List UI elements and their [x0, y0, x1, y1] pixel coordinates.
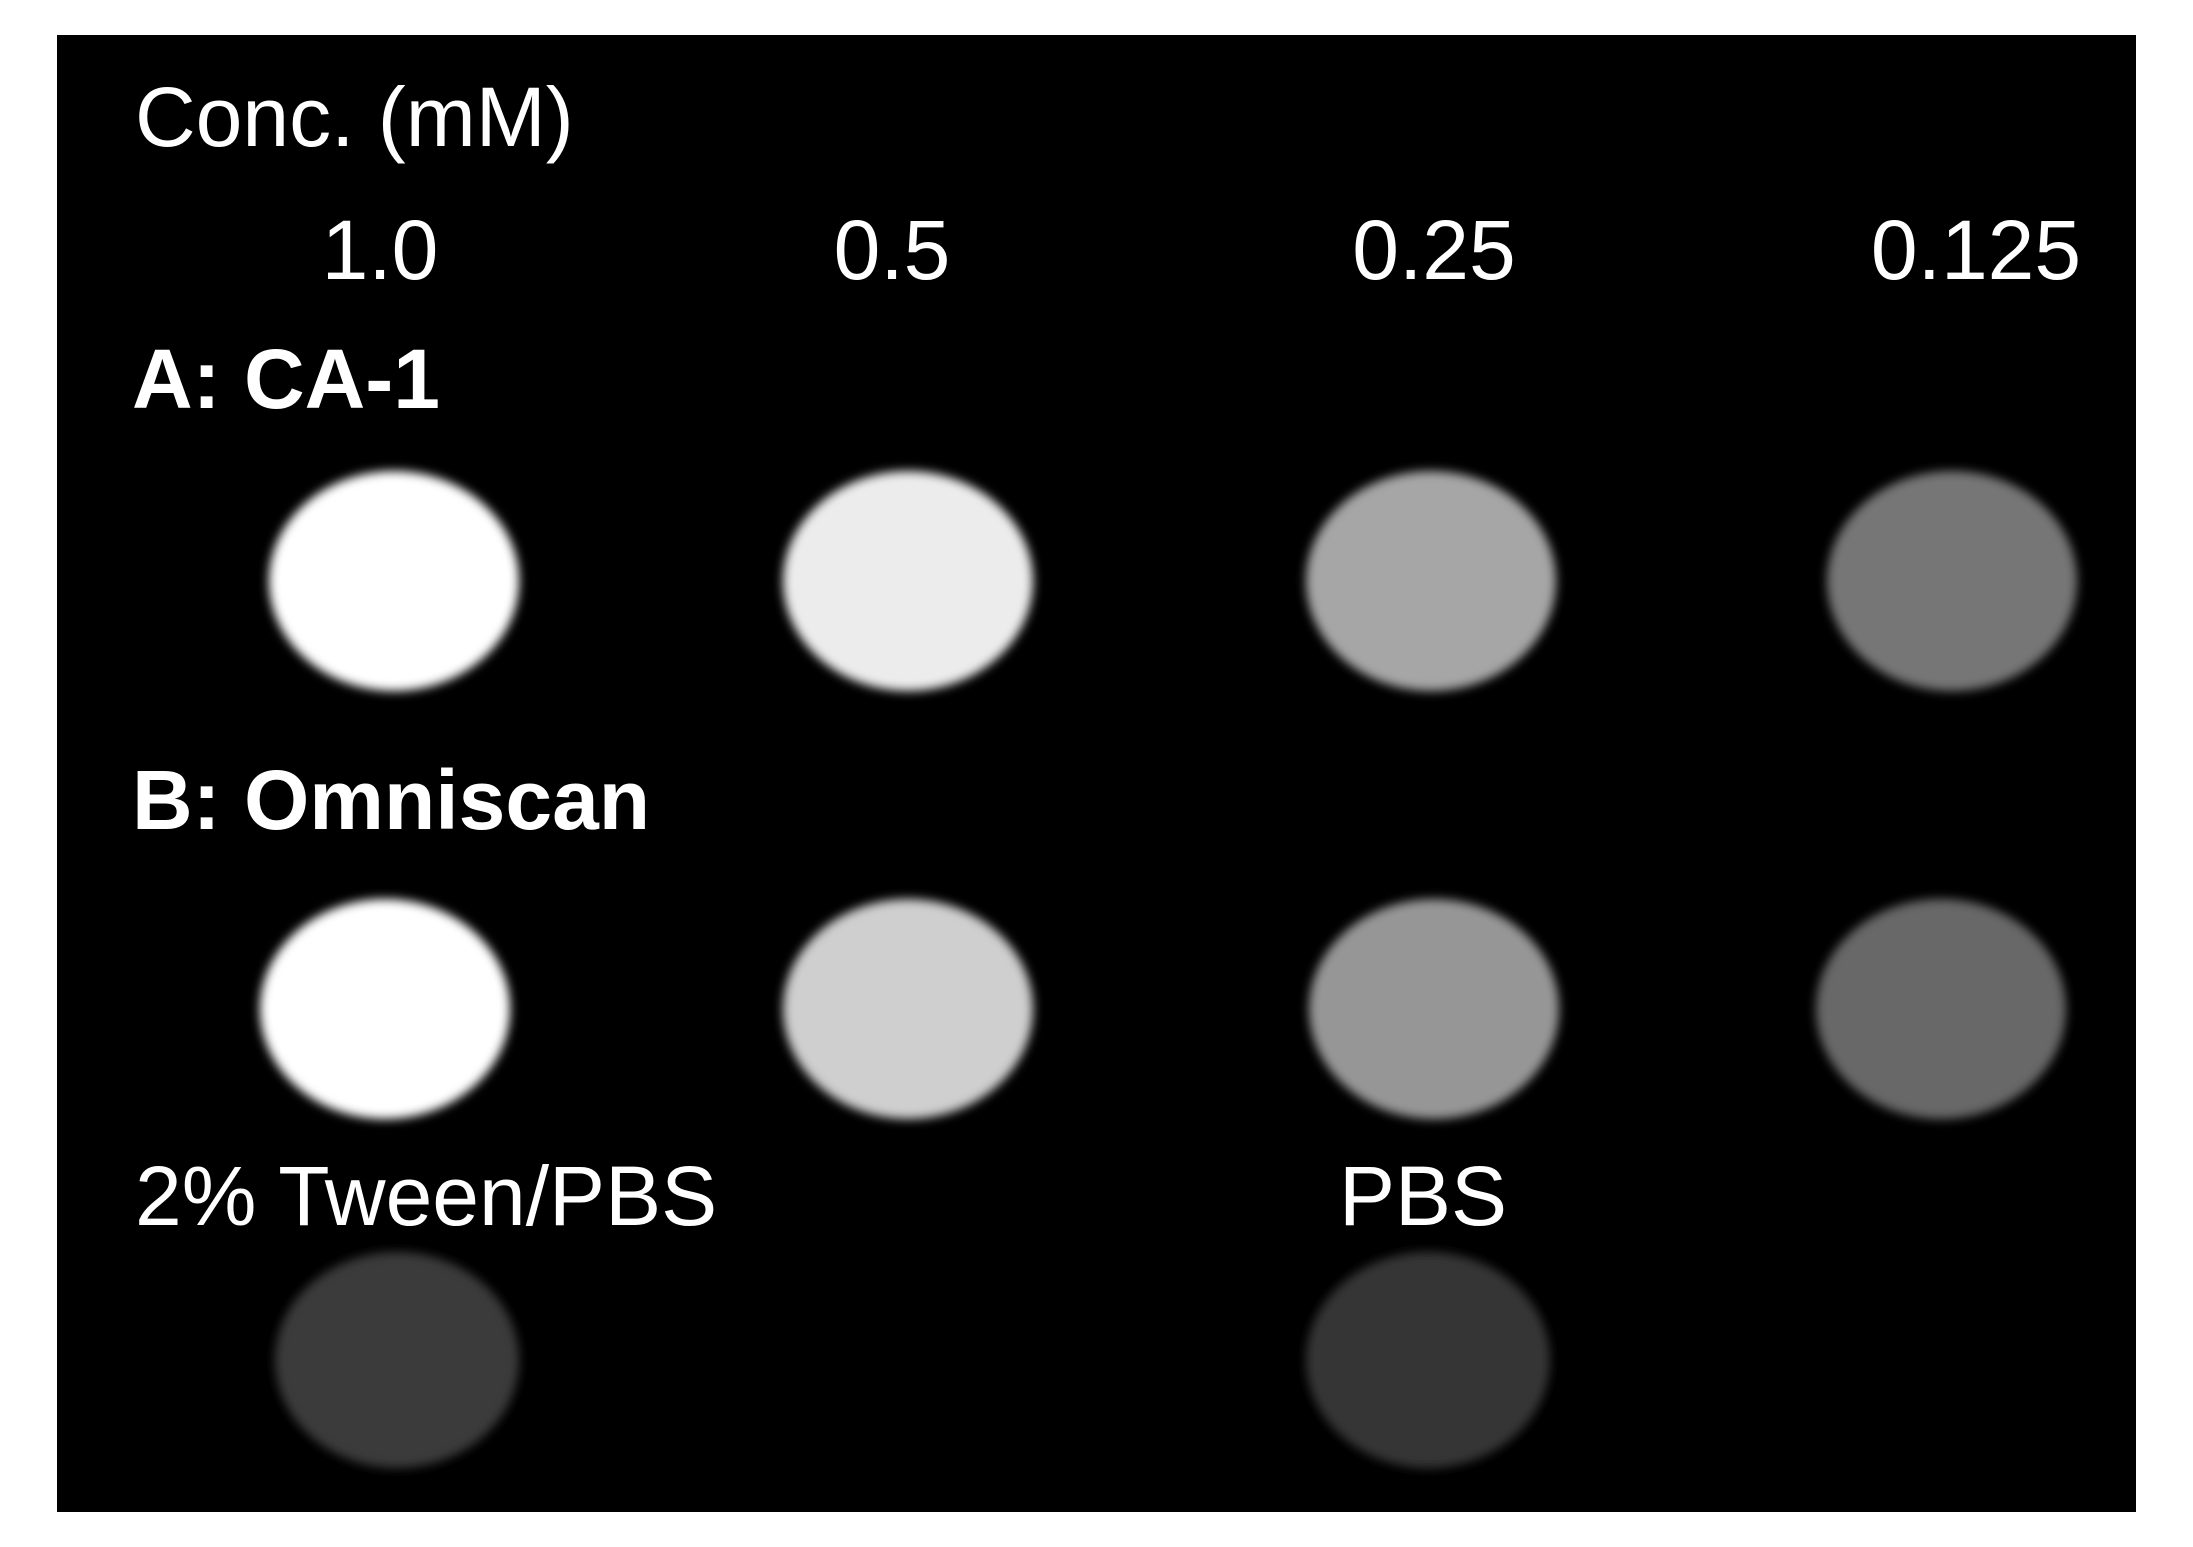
sample-spot	[1827, 471, 2077, 691]
sample-spot	[275, 1252, 519, 1468]
row-a-samples	[269, 471, 2077, 691]
concentration-label: 0.5	[834, 203, 951, 297]
sample-spot	[783, 471, 1033, 691]
sample-spot	[1309, 899, 1559, 1119]
control-label: PBS	[1339, 1149, 1507, 1243]
concentration-label: 0.25	[1352, 203, 1516, 297]
sample-spot	[1306, 1252, 1550, 1468]
sample-spot	[783, 899, 1033, 1119]
sample-spot	[1816, 899, 2066, 1119]
row-b-samples	[260, 899, 2066, 1119]
concentration-label: 1.0	[322, 203, 439, 297]
control-label: 2% Tween/PBS	[135, 1149, 717, 1243]
row-label: A: CA-1	[132, 332, 440, 426]
sample-spot	[260, 899, 510, 1119]
control-samples	[275, 1252, 1550, 1468]
row-label: B: Omniscan	[132, 753, 650, 847]
concentration-title: Conc. (mM)	[135, 70, 574, 164]
sample-spot	[269, 471, 519, 691]
concentration-label: 0.125	[1871, 203, 2081, 297]
sample-spot	[1306, 471, 1556, 691]
